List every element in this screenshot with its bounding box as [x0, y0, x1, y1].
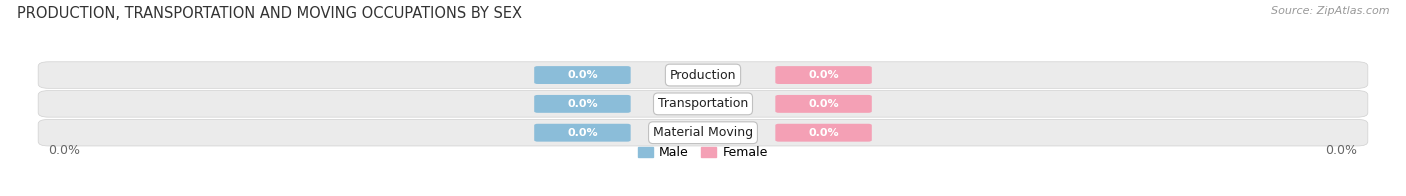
Text: 0.0%: 0.0%: [808, 128, 839, 138]
FancyBboxPatch shape: [534, 95, 631, 113]
FancyBboxPatch shape: [775, 124, 872, 142]
Text: Source: ZipAtlas.com: Source: ZipAtlas.com: [1271, 6, 1389, 16]
FancyBboxPatch shape: [775, 95, 872, 113]
FancyBboxPatch shape: [775, 66, 872, 84]
Text: 0.0%: 0.0%: [567, 128, 598, 138]
Text: PRODUCTION, TRANSPORTATION AND MOVING OCCUPATIONS BY SEX: PRODUCTION, TRANSPORTATION AND MOVING OC…: [17, 6, 522, 21]
Text: 0.0%: 0.0%: [567, 99, 598, 109]
Text: 0.0%: 0.0%: [808, 99, 839, 109]
Text: 0.0%: 0.0%: [567, 70, 598, 80]
FancyBboxPatch shape: [38, 119, 1368, 146]
Text: 0.0%: 0.0%: [808, 70, 839, 80]
FancyBboxPatch shape: [534, 66, 631, 84]
FancyBboxPatch shape: [38, 62, 1368, 88]
Text: Production: Production: [669, 69, 737, 82]
Text: Transportation: Transportation: [658, 97, 748, 110]
Text: 0.0%: 0.0%: [1326, 144, 1358, 157]
FancyBboxPatch shape: [534, 124, 631, 142]
Text: 0.0%: 0.0%: [48, 144, 80, 157]
Legend: Male, Female: Male, Female: [633, 141, 773, 164]
Text: Material Moving: Material Moving: [652, 126, 754, 139]
FancyBboxPatch shape: [38, 91, 1368, 117]
